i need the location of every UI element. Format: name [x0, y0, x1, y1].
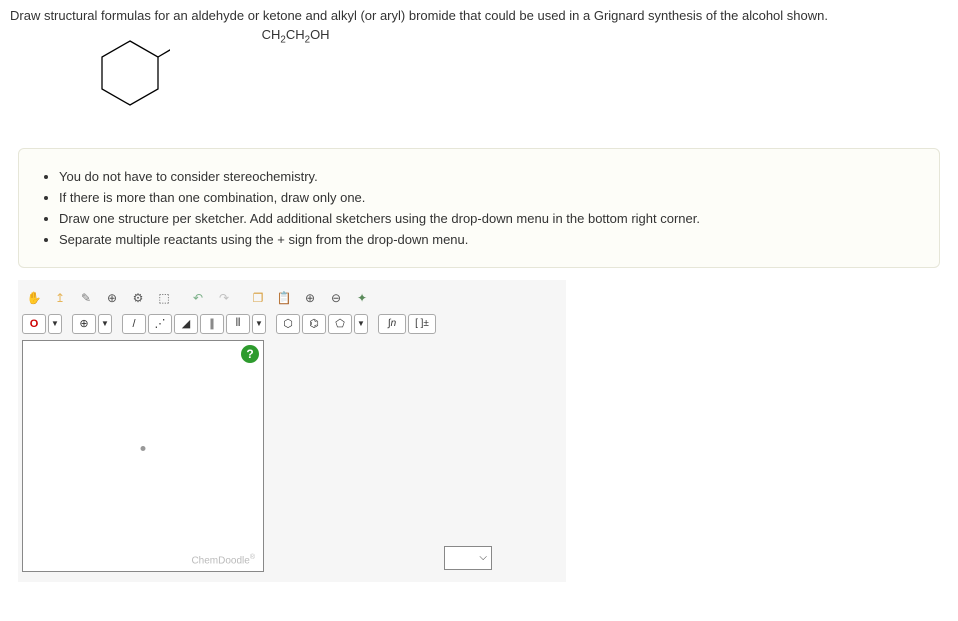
instruction-item: If there is more than one combination, d…	[59, 190, 921, 205]
sketcher-panel: ✋↥✎⊕⚙⬚↶↷❐📋⊕⊖✦ O ▼ ⊕ ▼ /⋰◢∥⦀ ▼ ⬡⌬⬠ ▼ ∫n […	[18, 280, 566, 582]
chain-tool[interactable]: ∫n	[378, 314, 406, 334]
eraser-tool[interactable]: ✎	[74, 286, 98, 310]
element-selector[interactable]: O	[22, 314, 46, 334]
element-dropdown[interactable]: ▼	[48, 314, 62, 334]
help-icon[interactable]: ?	[241, 345, 259, 363]
canvas-origin-dot	[141, 446, 146, 451]
benzene-ring[interactable]: ⌬	[302, 314, 326, 334]
triple-bond[interactable]: ⦀	[226, 314, 250, 334]
hand-tool[interactable]: ✋	[22, 286, 46, 310]
watermark-label: ChemDoodle®	[191, 554, 255, 566]
zoom-out-tool[interactable]: ⊖	[324, 286, 348, 310]
formula-label: CH2CH2OH	[262, 27, 330, 42]
copy-tool[interactable]: ❐	[246, 286, 270, 310]
target-structure: CH2CH2OH	[0, 29, 958, 136]
double-bond[interactable]: ∥	[200, 314, 224, 334]
drawing-canvas[interactable]: ? ChemDoodle®	[22, 340, 264, 572]
toolbar-row-1: ✋↥✎⊕⚙⬚↶↷❐📋⊕⊖✦	[22, 284, 562, 312]
add-sketcher-dropdown[interactable]: ⌵	[444, 546, 492, 570]
center-tool[interactable]: ⊕	[100, 286, 124, 310]
instruction-item: Draw one structure per sketcher. Add add…	[59, 211, 921, 226]
toolbar-row-2: O ▼ ⊕ ▼ /⋰◢∥⦀ ▼ ⬡⌬⬠ ▼ ∫n [ ]±	[22, 312, 562, 336]
single-bond[interactable]: /	[122, 314, 146, 334]
bracket-tool[interactable]: [ ]±	[408, 314, 436, 334]
instruction-item: You do not have to consider stereochemis…	[59, 169, 921, 184]
charge-selector[interactable]: ⊕	[72, 314, 96, 334]
clean-tool[interactable]: ⚙	[126, 286, 150, 310]
cyclohexane-ring[interactable]: ⬡	[276, 314, 300, 334]
bond-dropdown[interactable]: ▼	[252, 314, 266, 334]
recessed-bond[interactable]: ⋰	[148, 314, 172, 334]
pointer-tool[interactable]: ↥	[48, 286, 72, 310]
undo-tool[interactable]: ↶	[186, 286, 210, 310]
marquee-tool[interactable]: ✦	[350, 286, 374, 310]
wedge-bond[interactable]: ◢	[174, 314, 198, 334]
cyclopentane-ring[interactable]: ⬠	[328, 314, 352, 334]
paste-tool[interactable]: 📋	[272, 286, 296, 310]
lasso-tool[interactable]: ⬚	[152, 286, 176, 310]
instruction-item: Separate multiple reactants using the + …	[59, 232, 921, 247]
ring-dropdown[interactable]: ▼	[354, 314, 368, 334]
charge-dropdown[interactable]: ▼	[98, 314, 112, 334]
question-prompt: Draw structural formulas for an aldehyde…	[0, 0, 958, 29]
instructions-panel: You do not have to consider stereochemis…	[18, 148, 940, 268]
zoom-in-tool[interactable]: ⊕	[298, 286, 322, 310]
redo-tool[interactable]: ↷	[212, 286, 236, 310]
